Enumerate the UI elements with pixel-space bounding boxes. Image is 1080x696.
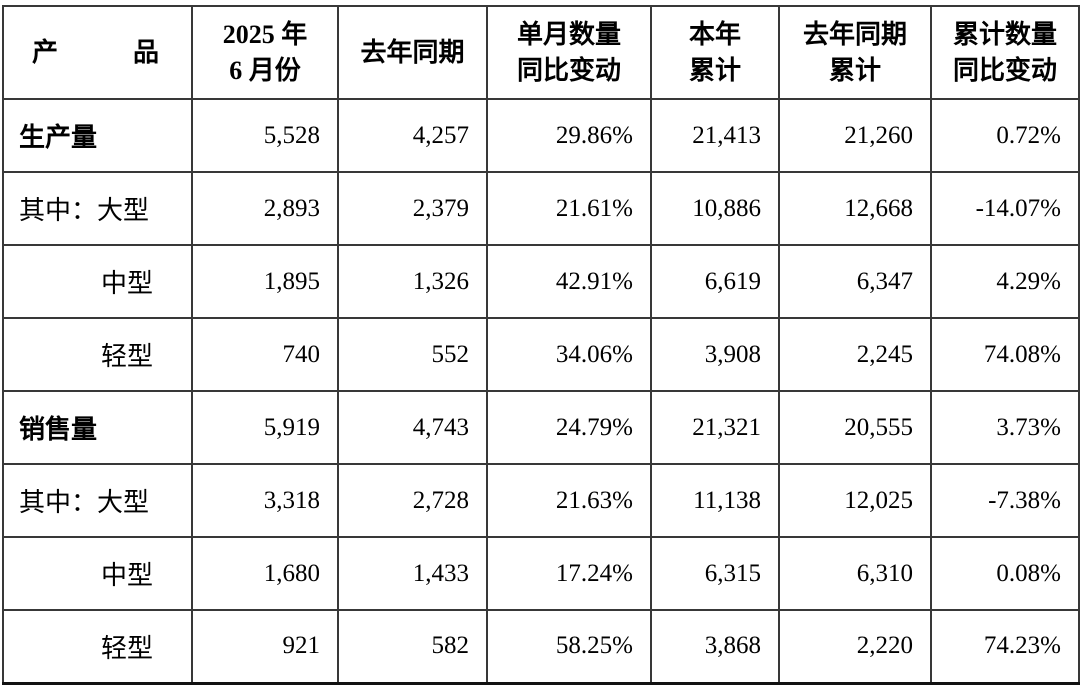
production-sales-table: 产 品 2025 年 6 月份 去年同期 单月数量 同比变动 本年 累计 去: [2, 5, 1080, 685]
value-cell: -14.07%: [930, 171, 1080, 246]
value-cell: 12,668: [778, 171, 932, 246]
table-row-sales-total: 销售量 5,919 4,743 24.79% 21,321 20,555 3.7…: [2, 390, 1080, 465]
value-cell: 74.08%: [930, 317, 1080, 392]
value-cell: 34.06%: [486, 317, 652, 392]
value-cell: 10,886: [650, 171, 780, 246]
value-cell: 0.72%: [930, 98, 1080, 173]
value-cell: 0.08%: [930, 536, 1080, 611]
value-cell: 1,895: [191, 244, 339, 319]
value-cell: 2,245: [778, 317, 932, 392]
value-cell: 921: [191, 609, 339, 685]
header-cell-last-year-ytd-total: 去年同期 累计: [778, 5, 932, 100]
value-cell: 11,138: [650, 463, 780, 538]
row-label: 其中：大型: [2, 463, 193, 538]
value-cell: 3,908: [650, 317, 780, 392]
row-label: 其中：大型: [2, 171, 193, 246]
value-cell: 6,315: [650, 536, 780, 611]
value-cell: 20,555: [778, 390, 932, 465]
value-cell: 582: [337, 609, 488, 685]
value-cell: 21.63%: [486, 463, 652, 538]
value-cell: 1,680: [191, 536, 339, 611]
value-cell: 4.29%: [930, 244, 1080, 319]
value-cell: 17.24%: [486, 536, 652, 611]
table-row-sales-large: 其中：大型 3,318 2,728 21.63% 11,138 12,025 -…: [2, 463, 1080, 538]
row-label: 销售量: [2, 390, 193, 465]
header-cell-monthly-yoy-change: 单月数量 同比变动: [486, 5, 652, 100]
value-cell: 12,025: [778, 463, 932, 538]
value-cell: 58.25%: [486, 609, 652, 685]
value-cell: 21.61%: [486, 171, 652, 246]
value-cell: 1,326: [337, 244, 488, 319]
value-cell: 5,528: [191, 98, 339, 173]
value-cell: 2,893: [191, 171, 339, 246]
header-row: 产 品 2025 年 6 月份 去年同期 单月数量 同比变动 本年 累计 去: [2, 5, 1080, 100]
value-cell: 1,433: [337, 536, 488, 611]
value-cell: 2,379: [337, 171, 488, 246]
value-cell: 4,257: [337, 98, 488, 173]
value-cell: 6,310: [778, 536, 932, 611]
value-cell: 2,220: [778, 609, 932, 685]
table-row-production-light: 轻型 740 552 34.06% 3,908 2,245 74.08%: [2, 317, 1080, 392]
row-label: 生产量: [2, 98, 193, 173]
value-cell: 552: [337, 317, 488, 392]
table-row-sales-medium: 中型 1,680 1,433 17.24% 6,315 6,310 0.08%: [2, 536, 1080, 611]
table-row-production-large: 其中：大型 2,893 2,379 21.61% 10,886 12,668 -…: [2, 171, 1080, 246]
row-label: 中型: [2, 536, 193, 611]
value-cell: 6,347: [778, 244, 932, 319]
value-cell: 21,260: [778, 98, 932, 173]
row-label: 轻型: [2, 317, 193, 392]
value-cell: 4,743: [337, 390, 488, 465]
value-cell: 6,619: [650, 244, 780, 319]
value-cell: 3,868: [650, 609, 780, 685]
value-cell: 740: [191, 317, 339, 392]
value-cell: 3.73%: [930, 390, 1080, 465]
value-cell: 42.91%: [486, 244, 652, 319]
table-row-sales-light: 轻型 921 582 58.25% 3,868 2,220 74.23%: [2, 609, 1080, 685]
header-cell-last-year-same-period: 去年同期: [337, 5, 488, 100]
value-cell: 74.23%: [930, 609, 1080, 685]
row-label: 中型: [2, 244, 193, 319]
header-cell-ytd-total: 本年 累计: [650, 5, 780, 100]
value-cell: 3,318: [191, 463, 339, 538]
row-label: 轻型: [2, 609, 193, 685]
table-row-production-medium: 中型 1,895 1,326 42.91% 6,619 6,347 4.29%: [2, 244, 1080, 319]
value-cell: 21,413: [650, 98, 780, 173]
value-cell: -7.38%: [930, 463, 1080, 538]
header-cell-product: 产 品: [2, 5, 193, 100]
value-cell: 5,919: [191, 390, 339, 465]
value-cell: 29.86%: [486, 98, 652, 173]
value-cell: 21,321: [650, 390, 780, 465]
table-row-production-total: 生产量 5,528 4,257 29.86% 21,413 21,260 0.7…: [2, 98, 1080, 173]
header-cell-current-month: 2025 年 6 月份: [191, 5, 339, 100]
value-cell: 2,728: [337, 463, 488, 538]
product-header-label: 产 品: [32, 37, 159, 67]
value-cell: 24.79%: [486, 390, 652, 465]
header-cell-cumulative-yoy-change: 累计数量 同比变动: [930, 5, 1080, 100]
